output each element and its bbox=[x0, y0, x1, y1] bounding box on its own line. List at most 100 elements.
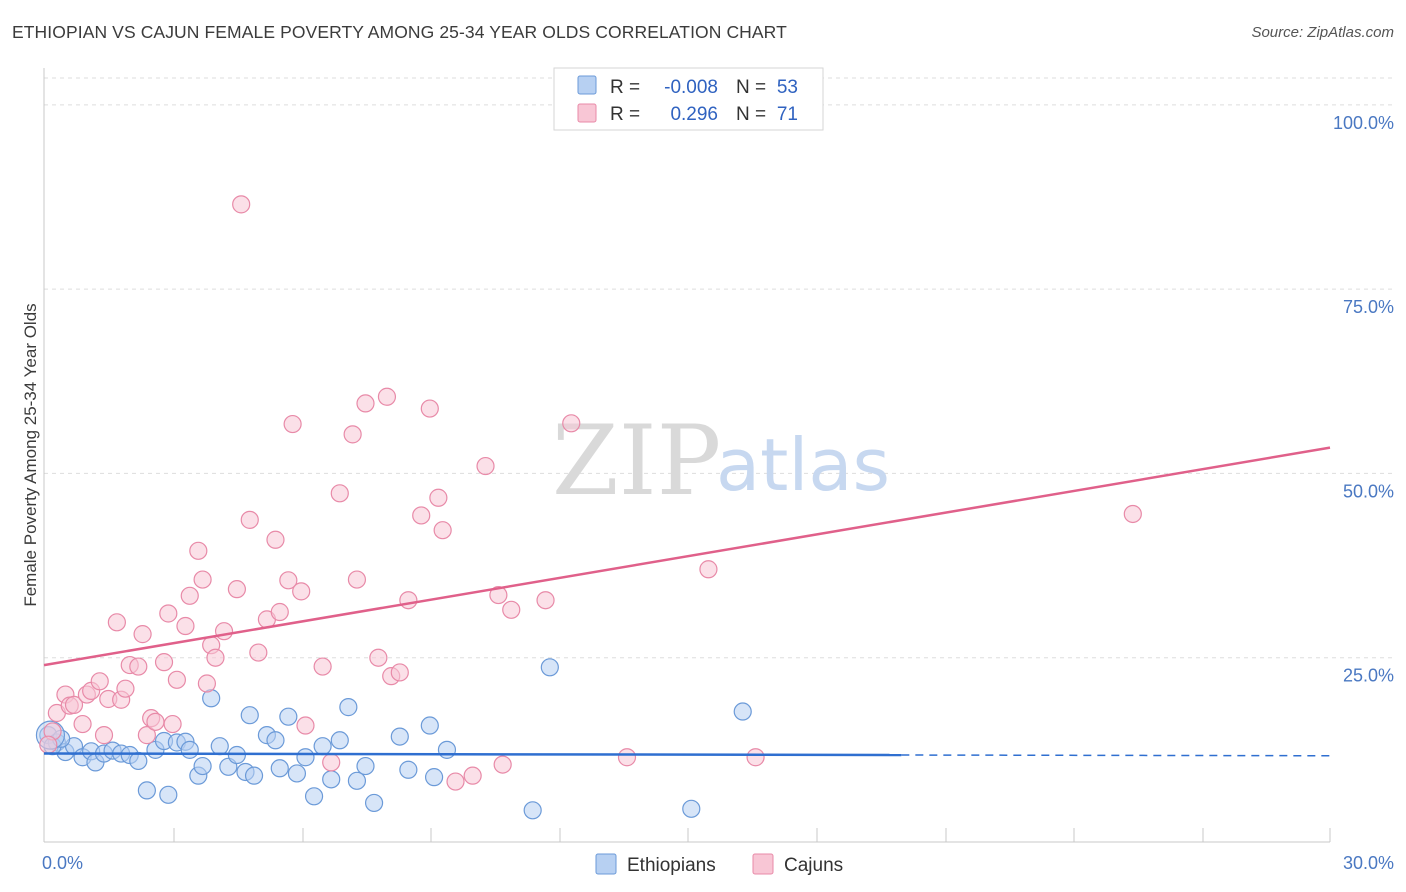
cajuns-point bbox=[116, 679, 135, 698]
cajuns-point bbox=[39, 735, 58, 754]
cajuns-point bbox=[493, 755, 512, 774]
ethiopians-point bbox=[304, 787, 324, 806]
series-legend-cajuns-label: Cajuns bbox=[784, 855, 843, 876]
cajuns-point bbox=[463, 766, 482, 785]
ethiopians-point bbox=[424, 768, 444, 787]
ethiopians-point bbox=[313, 737, 332, 756]
cajuns-point bbox=[133, 625, 152, 644]
stats-legend-r-label: R = bbox=[610, 77, 640, 98]
cajuns-point bbox=[433, 521, 452, 540]
cajuns-point bbox=[390, 663, 409, 682]
cajuns-trend-line bbox=[43, 446, 1331, 667]
stats-legend: R = -0.008 N = 53 R = 0.296 N = 71 bbox=[553, 67, 824, 131]
ethiopians-point bbox=[682, 799, 701, 818]
trend-lines bbox=[43, 446, 1331, 757]
series-legend-cajuns-swatch bbox=[752, 853, 774, 875]
cajuns-point bbox=[266, 530, 285, 549]
y-axis-title: Female Poverty Among 25-34 Year Olds bbox=[21, 303, 40, 606]
ethiopians-point bbox=[540, 658, 559, 677]
ethiopians-point bbox=[180, 740, 199, 759]
y-tick-label: 100.0% bbox=[1333, 113, 1394, 133]
stats-legend-ethiopians-swatch bbox=[577, 75, 597, 95]
cajuns-point bbox=[64, 695, 84, 714]
cajuns-point bbox=[502, 600, 521, 619]
watermark: ZIP atlas bbox=[552, 405, 890, 517]
cajuns-point bbox=[94, 726, 114, 745]
stats-legend-n-label: N = bbox=[736, 104, 766, 125]
cajuns-point bbox=[296, 716, 315, 735]
cajuns-point bbox=[163, 714, 182, 734]
ethiopians-point bbox=[322, 770, 341, 789]
ethiopians-point bbox=[390, 727, 409, 746]
stats-legend-n-label: N = bbox=[736, 77, 766, 98]
cajuns-point bbox=[73, 714, 92, 734]
cajuns-point bbox=[249, 643, 268, 662]
cajuns-point bbox=[283, 414, 302, 434]
ethiopians-point bbox=[523, 801, 542, 820]
y-tick-label: 75.0% bbox=[1343, 297, 1394, 317]
cajuns-point bbox=[562, 414, 581, 433]
cajuns-point bbox=[489, 585, 508, 605]
ethiopians-trend-line-extension bbox=[901, 754, 1331, 757]
ethiopians-point bbox=[356, 756, 375, 776]
cajuns-point bbox=[313, 657, 332, 676]
ethiopians-point bbox=[137, 781, 156, 800]
cajuns-point bbox=[197, 674, 216, 693]
stats-legend-cajuns-swatch bbox=[577, 103, 597, 123]
stats-legend-r-label: R = bbox=[610, 104, 640, 125]
cajuns-point bbox=[159, 604, 178, 623]
ethiopians-point bbox=[399, 760, 418, 779]
ethiopians-point bbox=[129, 751, 148, 771]
cajuns-point bbox=[446, 772, 465, 791]
x-tick-label-max: 30.0% bbox=[1343, 853, 1394, 873]
grid-lines bbox=[44, 77, 1392, 659]
cajuns-point bbox=[193, 570, 212, 589]
ethiopians-point bbox=[437, 740, 457, 759]
watermark-atlas: atlas bbox=[716, 423, 890, 507]
cajuns-point bbox=[377, 387, 397, 406]
cajuns-point bbox=[232, 195, 251, 214]
ethiopians-point bbox=[347, 771, 367, 790]
cajuns-point bbox=[137, 726, 156, 745]
cajuns-point bbox=[536, 591, 555, 610]
ethiopians-point bbox=[159, 785, 178, 804]
cajuns-point bbox=[189, 541, 208, 560]
cajuns-point bbox=[129, 657, 148, 676]
cajuns-point bbox=[412, 506, 431, 525]
y-tick-label: 25.0% bbox=[1343, 666, 1394, 686]
ethiopians-point bbox=[210, 737, 229, 756]
cajuns-point bbox=[206, 648, 225, 667]
cajuns-point bbox=[279, 571, 298, 590]
cajuns-point bbox=[90, 672, 109, 691]
cajuns-point bbox=[214, 622, 234, 641]
y-tick-labels: 25.0% 50.0% 75.0% 100.0% bbox=[1333, 113, 1394, 686]
cajuns-point bbox=[356, 394, 375, 413]
cajuns-point bbox=[343, 425, 362, 444]
series-legend: Ethiopians Cajuns bbox=[595, 853, 843, 876]
ethiopians-point bbox=[240, 706, 259, 725]
chart-title: ETHIOPIAN VS CAJUN FEMALE POVERTY AMONG … bbox=[12, 22, 787, 42]
cajuns-point bbox=[146, 712, 165, 731]
cajuns-point bbox=[347, 570, 367, 589]
cajuns-point bbox=[699, 560, 718, 579]
cajuns-point bbox=[476, 456, 495, 476]
ethiopians-point bbox=[193, 756, 212, 776]
cajuns-point bbox=[330, 484, 349, 503]
x-tick-label-min: 0.0% bbox=[42, 853, 83, 873]
series-legend-ethiopians-swatch bbox=[595, 853, 617, 875]
cajuns-point bbox=[107, 613, 126, 632]
ethiopians-point bbox=[279, 707, 298, 726]
cajuns-point bbox=[292, 582, 311, 601]
cajuns-point bbox=[429, 488, 448, 507]
ethiopians-point bbox=[733, 702, 752, 721]
ethiopians-point bbox=[266, 731, 285, 750]
ethiopians-point bbox=[244, 766, 264, 785]
cajuns-point bbox=[154, 653, 174, 672]
ethiopians-point bbox=[339, 698, 358, 717]
cajuns-point bbox=[270, 602, 289, 622]
axes bbox=[43, 68, 1331, 843]
cajuns-point bbox=[420, 399, 439, 418]
stats-legend-r-value: 0.296 bbox=[670, 104, 718, 125]
cajuns-point bbox=[227, 580, 246, 599]
